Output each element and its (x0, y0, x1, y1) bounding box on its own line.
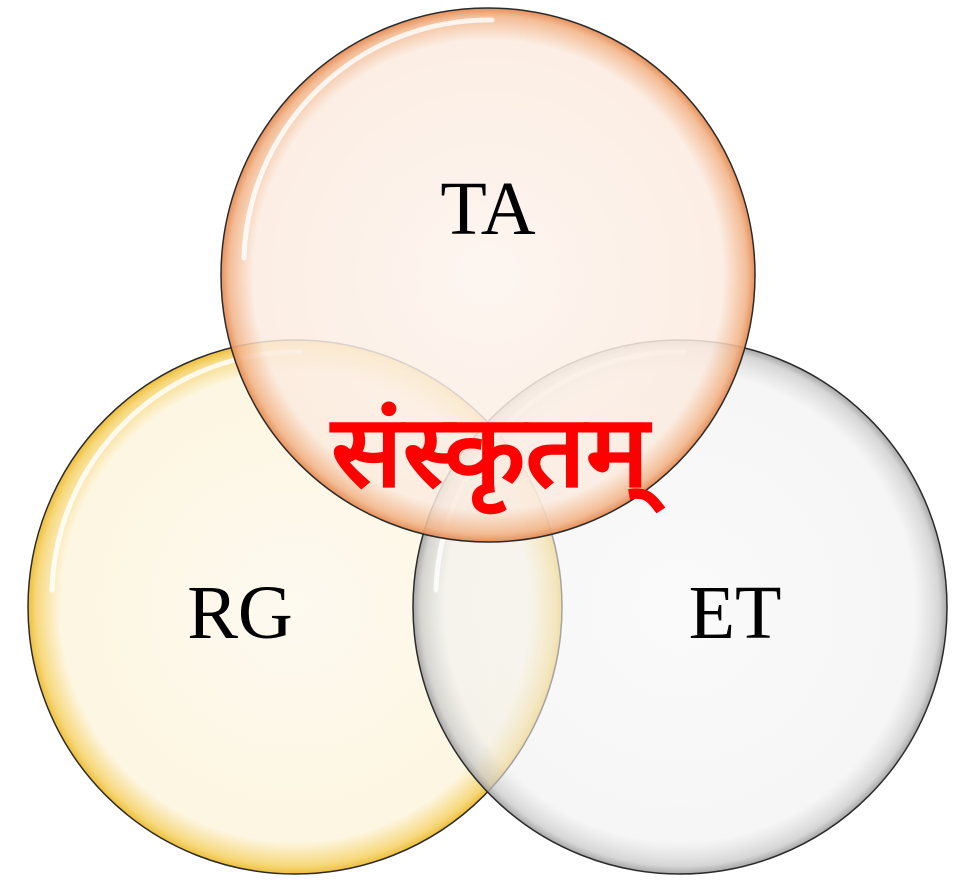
set-label-et: ET (689, 571, 782, 655)
set-label-ta: TA (440, 167, 535, 251)
center-label-sanskritam: संस्कृतम् (329, 393, 666, 515)
set-label-rg: RG (187, 571, 293, 655)
